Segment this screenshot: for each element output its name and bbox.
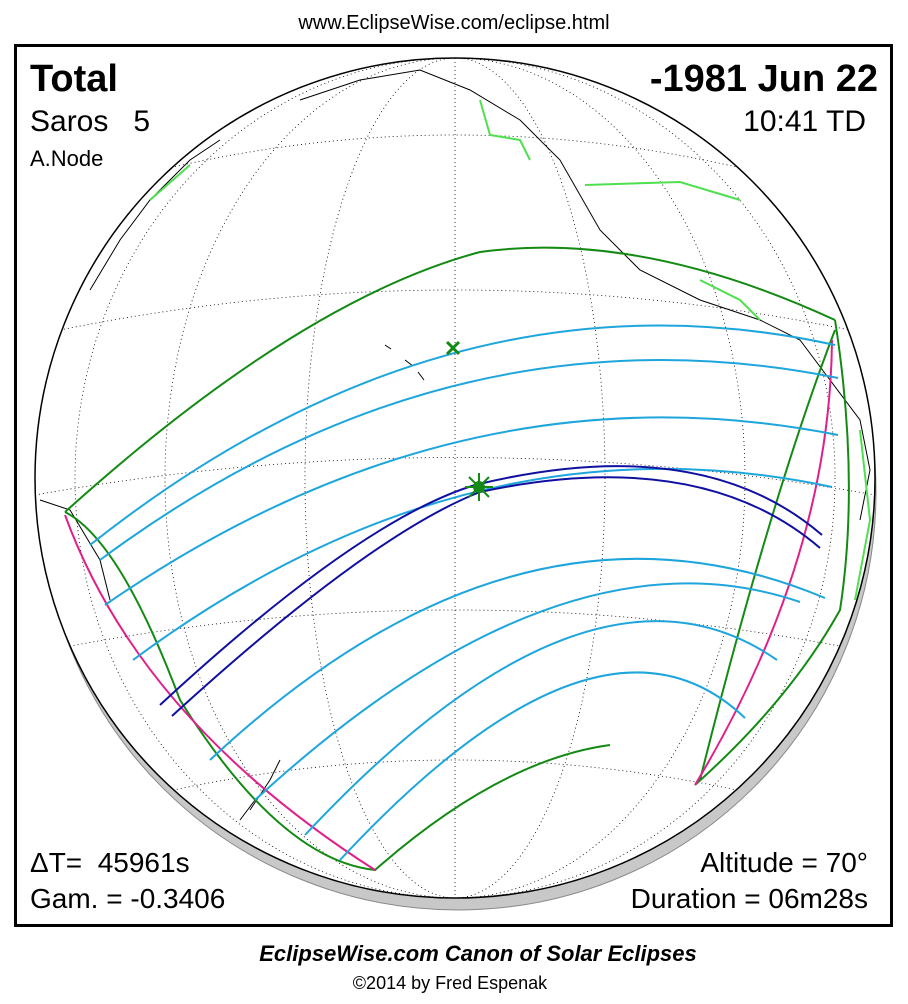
node: A.Node xyxy=(30,146,103,171)
duration: Duration = 06m28s xyxy=(631,883,868,914)
date: -1981 Jun 22 xyxy=(650,58,878,100)
obscuration-line xyxy=(99,359,839,561)
altitude: Altitude = 70° xyxy=(700,847,868,878)
border xyxy=(149,164,872,601)
globe-content xyxy=(35,58,875,898)
coastline xyxy=(299,69,871,521)
penumbral-limit xyxy=(64,246,850,872)
greatest-eclipse-marker xyxy=(465,473,493,501)
url: www.EclipseWise.com/eclipse.html xyxy=(297,12,609,34)
marker-rays xyxy=(465,473,493,501)
meridian xyxy=(74,58,836,898)
coastlines xyxy=(39,69,871,821)
obscuration-line xyxy=(104,416,839,606)
footer-title: EclipseWise.com Canon of Solar Eclipses xyxy=(259,941,697,966)
delta-t: ΔT= 45961s xyxy=(30,847,190,878)
frame xyxy=(14,44,893,927)
border xyxy=(479,99,761,321)
gamma: Gam. = -0.3406 xyxy=(30,883,225,914)
rise-set-curve xyxy=(64,339,833,871)
eclipse-type: Total xyxy=(30,58,118,100)
borders xyxy=(149,99,872,601)
parallel xyxy=(129,759,781,801)
copyright: ©2014 by Fred Espenak xyxy=(353,973,548,993)
globe xyxy=(34,57,877,911)
obscuration-line xyxy=(254,582,801,801)
coastline xyxy=(39,499,111,601)
obscuration-line xyxy=(209,557,826,761)
obscuration-line xyxy=(339,671,746,861)
obscuration-line xyxy=(304,620,778,836)
meridian xyxy=(164,58,746,898)
time: 10:41 TD xyxy=(743,105,866,138)
greatest-duration-marker xyxy=(445,340,461,356)
saros: Saros 5 xyxy=(30,105,150,138)
parallel xyxy=(59,289,851,331)
